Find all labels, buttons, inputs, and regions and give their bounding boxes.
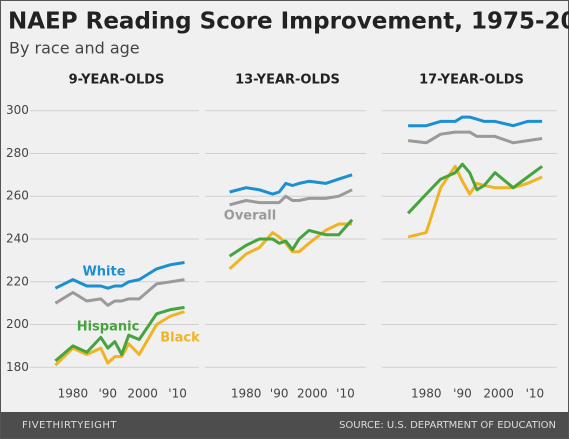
y-tick-label: 220 <box>6 274 29 288</box>
y-tick-label: 200 <box>6 317 29 331</box>
footer-source: SOURCE: U.S. DEPARTMENT OF EDUCATION <box>339 420 556 431</box>
line <box>407 162 543 215</box>
line <box>229 173 353 196</box>
x-tick-label: 1980 <box>411 387 442 401</box>
line <box>54 310 185 367</box>
title: NAEP Reading Score Improvement, 1975-201… <box>8 9 569 35</box>
series-label: Black <box>160 331 200 346</box>
x-tick-label: '10 <box>526 387 545 401</box>
panel-title: 9-YEAR-OLDS <box>69 73 165 88</box>
x-tick-label: 2000 <box>483 387 514 401</box>
line <box>229 188 353 207</box>
footer-brand: FIVETHIRTYEIGHT <box>22 420 117 431</box>
y-tick-label: 300 <box>6 103 29 117</box>
series-label: White <box>82 265 125 280</box>
x-tick-label: '90 <box>270 387 289 401</box>
series-label: Hispanic <box>77 320 140 335</box>
panel-title: 13-YEAR-OLDS <box>235 73 340 88</box>
panel-title: 17-YEAR-OLDS <box>419 73 524 88</box>
x-tick-label: '10 <box>168 387 187 401</box>
x-tick-label: 2000 <box>127 387 158 401</box>
subtitle: By race and age <box>9 39 140 58</box>
line <box>54 305 185 363</box>
line <box>407 130 543 145</box>
x-tick-label: 2000 <box>297 387 328 401</box>
y-tick-label: 280 <box>6 146 29 160</box>
line <box>408 115 543 128</box>
y-tick-label: 180 <box>6 360 29 374</box>
line <box>54 278 185 307</box>
line <box>228 218 354 258</box>
x-tick-label: '90 <box>453 387 472 401</box>
series-label: Overall <box>224 209 276 224</box>
line <box>54 261 185 290</box>
x-tick-label: '90 <box>98 387 117 401</box>
x-tick-label: 1980 <box>58 387 89 401</box>
x-tick-label: 1980 <box>231 387 262 401</box>
footer-bar <box>1 412 568 438</box>
x-tick-label: '10 <box>336 387 355 401</box>
y-tick-label: 260 <box>6 189 29 203</box>
y-tick-label: 240 <box>6 232 29 246</box>
